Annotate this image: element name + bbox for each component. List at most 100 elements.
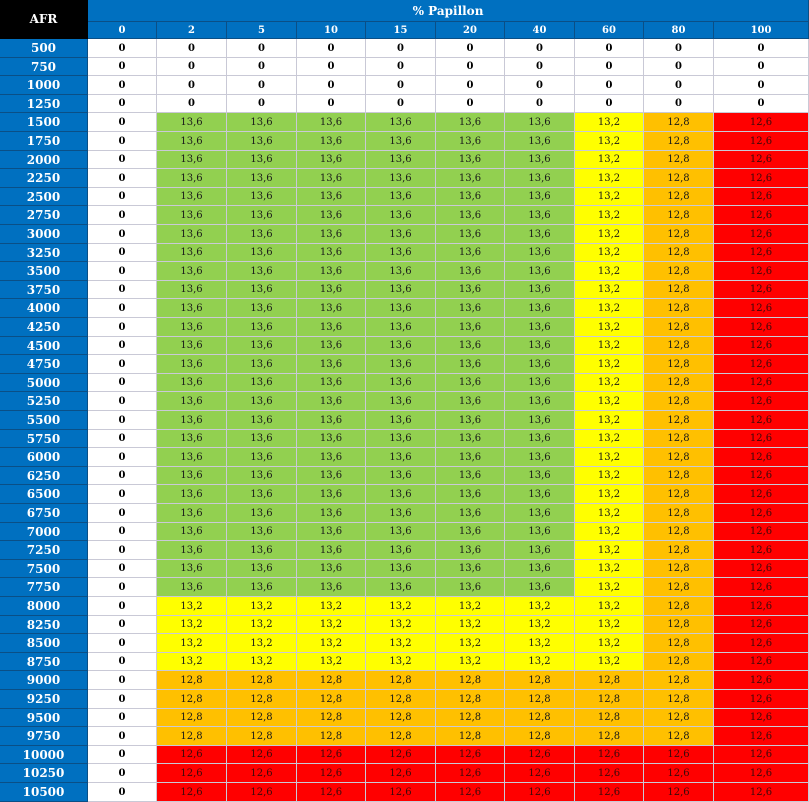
table-cell: 12,6 <box>714 430 809 448</box>
table-cell: 0 <box>88 355 157 374</box>
table-cell: 12,6 <box>714 597 809 616</box>
table-cell: 0 <box>227 58 297 76</box>
table-cell: 13,2 <box>575 337 644 355</box>
table-cell: 12,8 <box>644 616 714 634</box>
table-cell: 0 <box>88 764 157 783</box>
row-header: 8500 <box>0 634 88 653</box>
row-header: 6750 <box>0 504 88 523</box>
table-cell: 13,6 <box>297 132 366 151</box>
table-cell: 13,2 <box>297 597 366 616</box>
table-cell: 13,6 <box>505 281 575 299</box>
row-header: 5750 <box>0 430 88 448</box>
row-header: 750 <box>0 58 88 76</box>
table-cell: 13,2 <box>436 653 505 671</box>
row-header: 4250 <box>0 318 88 337</box>
table-cell: 13,6 <box>157 411 227 430</box>
table-cell: 12,8 <box>436 727 505 746</box>
table-cell: 12,8 <box>644 671 714 690</box>
table-cell: 0 <box>88 430 157 448</box>
row-header: 9000 <box>0 671 88 690</box>
table-cell: 13,6 <box>505 392 575 411</box>
table-cell: 13,6 <box>297 169 366 188</box>
table-cell: 13,6 <box>436 355 505 374</box>
table-cell: 13,6 <box>157 560 227 578</box>
table-cell: 13,6 <box>505 113 575 132</box>
table-cell: 0 <box>88 374 157 392</box>
table-cell: 12,8 <box>644 132 714 151</box>
table-cell: 13,6 <box>157 541 227 560</box>
table-cell: 12,8 <box>366 690 436 709</box>
row-header: 4500 <box>0 337 88 355</box>
row-header: 8250 <box>0 616 88 634</box>
row-header: 3000 <box>0 225 88 244</box>
table-cell: 13,6 <box>297 318 366 337</box>
table-cell: 0 <box>88 727 157 746</box>
table-cell: 12,8 <box>157 690 227 709</box>
table-cell: 0 <box>644 95 714 113</box>
table-cell: 12,8 <box>297 727 366 746</box>
table-cell: 13,6 <box>505 485 575 504</box>
row-header: 5000 <box>0 374 88 392</box>
table-cell: 12,6 <box>714 709 809 727</box>
table-cell: 12,8 <box>366 671 436 690</box>
table-cell: 12,8 <box>644 374 714 392</box>
table-cell: 12,6 <box>714 188 809 206</box>
table-cell: 13,2 <box>366 653 436 671</box>
table-cell: 0 <box>88 783 157 802</box>
table-cell: 13,6 <box>227 523 297 541</box>
table-cell: 13,6 <box>297 374 366 392</box>
table-cell: 12,6 <box>714 671 809 690</box>
table-cell: 13,2 <box>297 616 366 634</box>
table-cell: 13,2 <box>505 616 575 634</box>
table-cell: 13,2 <box>575 169 644 188</box>
table-cell: 12,6 <box>575 746 644 764</box>
table-cell: 13,6 <box>227 504 297 523</box>
table-cell: 12,6 <box>714 616 809 634</box>
table-cell: 12,6 <box>714 764 809 783</box>
table-cell: 13,6 <box>436 113 505 132</box>
table-cell: 13,2 <box>157 597 227 616</box>
table-cell: 13,6 <box>157 113 227 132</box>
table-cell: 12,8 <box>157 727 227 746</box>
table-cell: 0 <box>505 95 575 113</box>
table-cell: 13,2 <box>575 113 644 132</box>
table-cell: 13,6 <box>297 504 366 523</box>
table-cell: 12,8 <box>505 709 575 727</box>
table-cell: 13,6 <box>366 206 436 225</box>
table-cell: 12,8 <box>644 430 714 448</box>
table-cell: 0 <box>88 244 157 262</box>
table-cell: 13,6 <box>157 299 227 318</box>
table-cell: 12,6 <box>714 318 809 337</box>
table-cell: 13,6 <box>505 578 575 597</box>
row-header: 8750 <box>0 653 88 671</box>
table-cell: 12,6 <box>714 448 809 467</box>
table-cell: 13,6 <box>157 188 227 206</box>
table-cell: 12,8 <box>297 690 366 709</box>
table-cell: 12,8 <box>644 225 714 244</box>
table-cell: 0 <box>88 504 157 523</box>
table-cell: 0 <box>644 39 714 58</box>
table-cell: 12,6 <box>505 746 575 764</box>
table-cell: 13,6 <box>366 560 436 578</box>
table-cell: 13,6 <box>505 411 575 430</box>
table-cell: 12,8 <box>644 485 714 504</box>
table-cell: 13,6 <box>227 206 297 225</box>
table-cell: 13,6 <box>436 337 505 355</box>
table-cell: 13,2 <box>366 634 436 653</box>
row-header: 2500 <box>0 188 88 206</box>
row-header: 5250 <box>0 392 88 411</box>
row-header: 3250 <box>0 244 88 262</box>
table-cell: 13,6 <box>505 299 575 318</box>
table-cell: 13,6 <box>227 374 297 392</box>
table-cell: 13,2 <box>297 653 366 671</box>
table-cell: 12,8 <box>366 727 436 746</box>
table-cell: 13,6 <box>436 188 505 206</box>
table-cell: 0 <box>714 58 809 76</box>
table-cell: 13,6 <box>227 113 297 132</box>
table-cell: 13,6 <box>366 430 436 448</box>
table-cell: 13,6 <box>366 355 436 374</box>
table-cell: 0 <box>157 95 227 113</box>
table-cell: 13,2 <box>366 597 436 616</box>
row-header: 4000 <box>0 299 88 318</box>
table-cell: 12,8 <box>227 709 297 727</box>
